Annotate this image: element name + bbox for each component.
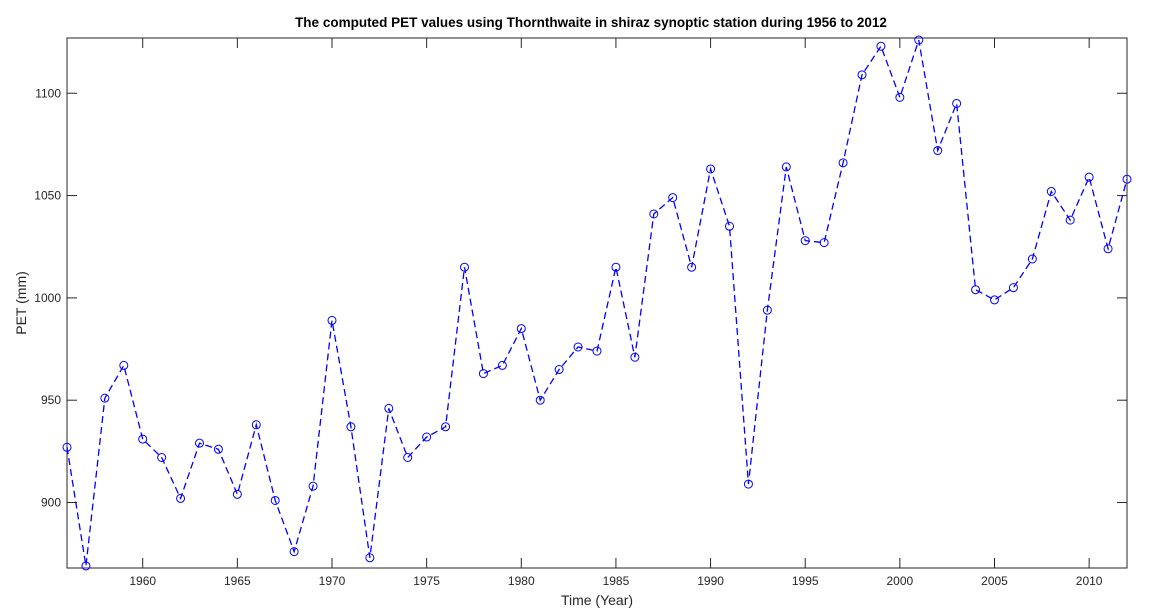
data-point-1957 (81, 561, 91, 571)
data-point-1975 (422, 432, 432, 442)
data-point-1991 (725, 221, 734, 231)
data-point-1998 (857, 70, 867, 80)
data-point-1969 (308, 481, 318, 491)
x-tick-label: 2005 (981, 574, 1008, 588)
data-point-1970 (327, 315, 337, 325)
y-tick-label: 950 (41, 393, 61, 407)
data-point-1994 (781, 162, 791, 172)
x-axis-label: Time (Year) (561, 592, 633, 608)
x-tick-label: 1995 (792, 574, 819, 588)
data-point-1981 (535, 395, 545, 405)
x-tick-label: 1960 (129, 574, 156, 588)
data-point-1987 (649, 209, 659, 219)
data-point-1977 (460, 262, 469, 272)
data-point-2006 (1008, 283, 1018, 293)
x-tick-label: 1975 (413, 574, 440, 588)
data-point-1986 (630, 352, 640, 362)
data-point-1958 (100, 393, 110, 403)
data-point-1972 (365, 553, 375, 563)
data-point-1961 (157, 453, 167, 462)
data-point-1976 (441, 422, 451, 432)
data-point-1956 (62, 442, 72, 452)
data-point-2011 (1103, 244, 1113, 254)
data-point-2001 (914, 35, 924, 45)
data-point-1997 (838, 158, 848, 168)
x-tick-label: 2010 (1076, 574, 1103, 588)
data-point-2012 (1122, 174, 1132, 184)
y-axis-label: PET (mm) (13, 271, 29, 335)
data-point-1973 (384, 403, 394, 413)
data-point-1979 (497, 360, 507, 370)
data-point-1971 (346, 422, 356, 432)
data-point-1963 (195, 438, 204, 448)
x-tick-label: 1980 (508, 574, 535, 588)
data-point-2003 (952, 98, 962, 108)
data-point-1959 (119, 360, 129, 370)
data-point-1993 (762, 305, 772, 315)
pet-series-markers (62, 35, 1132, 571)
data-point-1989 (687, 262, 697, 272)
data-point-2002 (933, 146, 943, 156)
plot-area (66, 37, 1128, 569)
data-point-1983 (573, 342, 583, 352)
data-point-2009 (1065, 215, 1075, 225)
data-point-1988 (668, 193, 678, 203)
y-tick-label: 1000 (34, 291, 61, 305)
x-tick-label: 2000 (887, 574, 914, 588)
chart-title: The computed PET values using Thornthwai… (295, 15, 887, 30)
data-point-1980 (516, 324, 526, 334)
data-point-2007 (1027, 254, 1037, 264)
data-point-1962 (176, 493, 186, 503)
data-point-1964 (213, 444, 223, 454)
data-point-1985 (611, 262, 621, 272)
data-point-1966 (251, 420, 261, 430)
data-point-1995 (800, 236, 810, 246)
data-point-1960 (138, 434, 148, 444)
x-tick-label: 1985 (603, 574, 630, 588)
x-axis: 1960 1965 1970 1975 1980 1985 1990 1995 2000 2005… (129, 38, 1103, 588)
data-point-1996 (819, 238, 829, 248)
data-point-1999 (876, 41, 886, 51)
data-point-2008 (1046, 186, 1056, 196)
y-tick-label: 1050 (34, 189, 61, 203)
data-point-1967 (270, 495, 280, 505)
y-tick-label: 900 (41, 496, 61, 510)
data-point-2004 (971, 285, 981, 295)
data-point-1990 (706, 164, 716, 174)
data-point-1974 (403, 453, 413, 462)
data-point-2010 (1084, 172, 1094, 182)
data-point-2005 (990, 295, 999, 305)
data-point-1978 (478, 369, 488, 379)
data-point-1968 (289, 547, 299, 557)
data-point-1965 (232, 489, 242, 499)
x-tick-label: 1965 (224, 574, 251, 588)
x-tick-label: 1970 (319, 574, 346, 588)
data-point-2000 (895, 92, 905, 102)
data-point-1982 (554, 365, 564, 375)
data-point-1992 (743, 479, 753, 489)
x-tick-label: 1990 (697, 574, 724, 588)
pet-series-line (66, 39, 1128, 567)
data-point-1984 (592, 346, 602, 356)
y-tick-label: 1100 (35, 86, 61, 100)
